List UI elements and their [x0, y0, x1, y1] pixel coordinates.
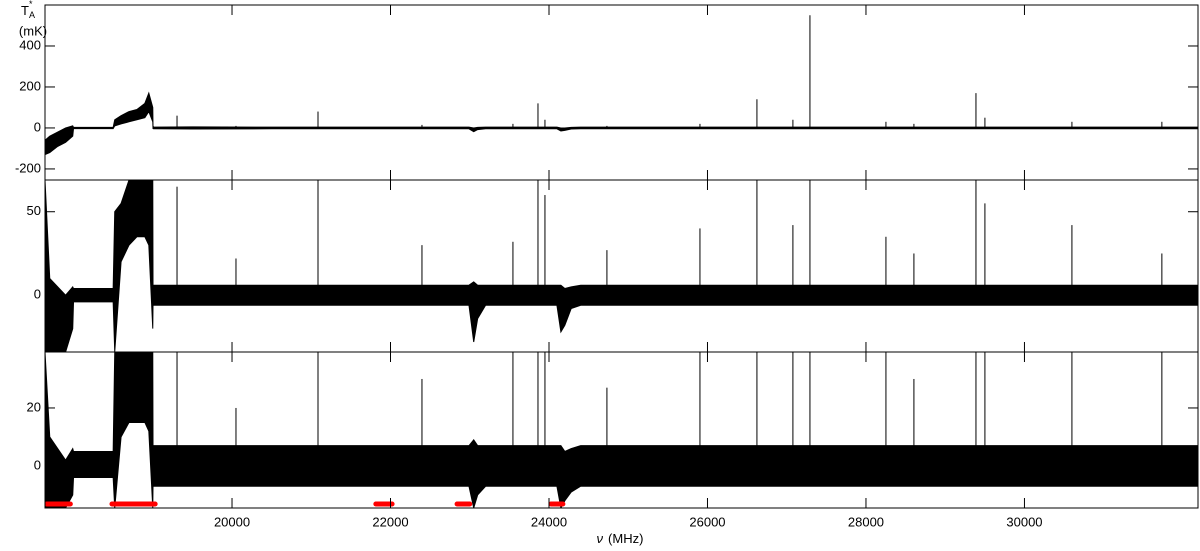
y-tick-label: 0 [34, 119, 41, 134]
x-tick-label: 22000 [372, 514, 408, 529]
panel-frame [44, 179, 1199, 353]
panel-frame [44, 4, 1199, 181]
y-tick-label: 400 [19, 37, 41, 52]
y-tick-label: 0 [34, 287, 41, 302]
y-label-sup: * [29, 0, 33, 9]
plot-area [45, 180, 1198, 352]
x-axis-label: ν (MHz) [597, 531, 644, 546]
plot-area [45, 352, 1198, 508]
panel-frame [44, 351, 1199, 509]
y-axis-label: TA* [21, 0, 35, 20]
x-label-symbol: ν [597, 531, 604, 546]
y-tick-label: 200 [19, 78, 41, 93]
spectrum-band [45, 180, 1198, 352]
spectrum-band [45, 352, 1198, 508]
y-axis-unit: (mK) [19, 23, 47, 38]
x-tick-label: 30000 [1006, 514, 1042, 529]
y-label-sub: A [29, 10, 35, 20]
x-tick-label: 26000 [689, 514, 725, 529]
x-label-unit: (MHz) [608, 531, 643, 546]
y-tick-label: -200 [15, 160, 41, 175]
y-tick-label: 0 [34, 457, 41, 472]
spectrum-band [45, 91, 1198, 156]
x-tick-label: 24000 [531, 514, 567, 529]
y-tick-label: 20 [27, 399, 41, 414]
y-tick-label: 50 [27, 203, 41, 218]
x-tick-label: 20000 [214, 514, 250, 529]
panel: 0 20 20000 22000 24000 26000 28000 30000 ν (MHz) [27, 351, 1199, 546]
panel: 0 50 [27, 179, 1199, 353]
panel: -200 0 200 400 TA* (mK) [15, 0, 1199, 181]
plot-area [45, 15, 1198, 156]
y-label-symbol: T [21, 3, 29, 18]
x-tick-label: 28000 [848, 514, 884, 529]
